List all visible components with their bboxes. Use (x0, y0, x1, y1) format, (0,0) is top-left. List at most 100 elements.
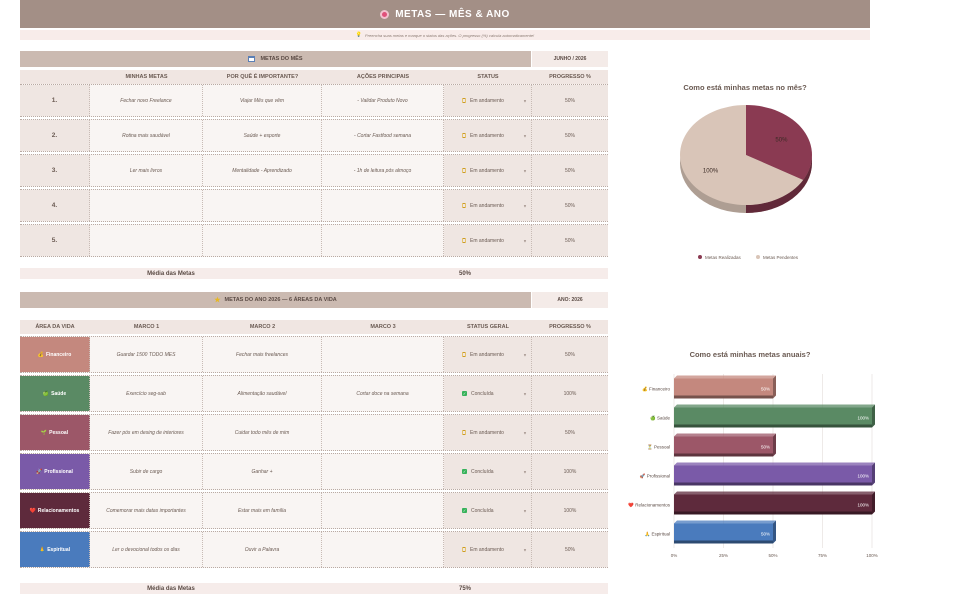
chevron-down-icon[interactable]: ▼ (523, 203, 527, 208)
area-emoji-icon: ❤️ (29, 507, 36, 514)
milestone-2-cell[interactable]: Fechar mais freelances (203, 337, 322, 372)
why-cell[interactable] (203, 190, 322, 221)
hourglass-icon (462, 547, 466, 552)
pie-depth-highlight (746, 155, 812, 213)
milestone-1-cell[interactable]: Fazer pós em desing de interiores (90, 415, 203, 450)
chevron-down-icon[interactable]: ▼ (523, 391, 527, 396)
monthly-pie-chart: 50% 100% Metas Realizadas Metas Pendentes (680, 105, 812, 260)
bar-top (674, 404, 875, 408)
x-tick-label: 100% (866, 553, 878, 558)
chevron-down-icon[interactable]: ▼ (523, 430, 527, 435)
milestone-2-cell[interactable]: Estar mais em família (203, 493, 322, 528)
milestone-3-cell[interactable]: Cortar doce na semana (322, 376, 444, 411)
goal-cell[interactable] (90, 225, 203, 256)
goal-cell[interactable]: Fechar novo Freelance (90, 85, 203, 116)
year-period: ANO: 2026 (532, 292, 608, 308)
life-area-label: Espiritual (47, 546, 71, 553)
chevron-down-icon[interactable]: ▼ (523, 133, 527, 138)
status-value: Concluída (471, 507, 494, 514)
month-column-headers: MINHAS METAS POR QUÊ É IMPORTANTE? AÇÕES… (20, 70, 608, 84)
milestone-3-cell[interactable] (322, 532, 444, 567)
milestone-1-cell[interactable]: Exercício seg-sab (90, 376, 203, 411)
milestone-3-cell[interactable] (322, 337, 444, 372)
status-value: Concluída (471, 390, 494, 397)
hourglass-icon (462, 168, 466, 173)
milestone-2-cell[interactable]: Cuidar todo mês de mim (203, 415, 322, 450)
chevron-down-icon[interactable]: ▼ (523, 168, 527, 173)
bar-value-label: 100% (857, 416, 869, 421)
hourglass-icon (462, 352, 466, 357)
month-section-header: METAS DO MÊS (20, 51, 531, 67)
status-select[interactable]: ✓ Concluída ▼ (444, 376, 532, 411)
status-select[interactable]: Em andamento ▼ (444, 532, 532, 567)
action-cell[interactable]: - Cortar Fastfood semana (322, 120, 444, 151)
life-area-label: Profissional (44, 468, 73, 475)
col-header-why: POR QUÊ É IMPORTANTE? (226, 74, 299, 80)
action-cell[interactable]: - 1h de leitura pós almoço (322, 155, 444, 186)
bar-shadow (674, 395, 773, 399)
chevron-down-icon[interactable]: ▼ (523, 352, 527, 357)
status-select[interactable]: Em andamento ▼ (444, 155, 532, 186)
status-select[interactable]: Em andamento ▼ (444, 225, 532, 256)
status-select[interactable]: Em andamento ▼ (444, 190, 532, 221)
year-section-header: ★ METAS DO ANO 2026 — 6 ÁREAS DA VIDA (20, 292, 531, 308)
hourglass-icon (462, 430, 466, 435)
why-cell[interactable]: Mentalidade - Aprendizado (203, 155, 322, 186)
col-header-actions: AÇÕES PRINCIPAIS (356, 74, 410, 80)
check-icon: ✓ (462, 508, 467, 513)
status-value: Em andamento (470, 97, 504, 104)
why-cell[interactable]: Saúde + esporte (203, 120, 322, 151)
pie-slice (680, 105, 804, 205)
goal-cell[interactable]: Ler mais livros (90, 155, 203, 186)
hourglass-icon (462, 203, 466, 208)
hourglass-icon (462, 238, 466, 243)
status-select[interactable]: Em andamento ▼ (444, 337, 532, 372)
star-icon: ★ (214, 297, 221, 304)
chevron-down-icon[interactable]: ▼ (523, 508, 527, 513)
milestone-1-cell[interactable]: Ler o devocional todos os dias (90, 532, 203, 567)
milestone-2-cell[interactable]: Ganhar + (203, 454, 322, 489)
bar-side (773, 520, 776, 544)
status-select[interactable]: ✓ Concluída ▼ (444, 493, 532, 528)
table-row: 5. Em andamento ▼ 50% (20, 224, 608, 257)
milestone-2-cell[interactable]: Ouvir a Palavra (203, 532, 322, 567)
bar-side (773, 375, 776, 399)
progress-value: 50% (532, 415, 608, 450)
milestone-3-cell[interactable] (322, 415, 444, 450)
action-cell[interactable]: - Validar Produto Novo (322, 85, 444, 116)
page-subtitle: Preencha suas metas e marque o status da… (365, 32, 535, 38)
chevron-down-icon[interactable]: ▼ (523, 98, 527, 103)
progress-value: 100% (532, 454, 608, 489)
goal-cell[interactable] (90, 190, 203, 221)
chevron-down-icon[interactable]: ▼ (523, 238, 527, 243)
year-average-row: Média das Metas 75% (20, 583, 608, 594)
status-select[interactable]: Em andamento ▼ (444, 120, 532, 151)
milestone-3-cell[interactable] (322, 493, 444, 528)
action-cell[interactable] (322, 225, 444, 256)
bar (674, 465, 872, 486)
chevron-down-icon[interactable]: ▼ (523, 547, 527, 552)
chevron-down-icon[interactable]: ▼ (523, 469, 527, 474)
milestone-3-cell[interactable] (322, 454, 444, 489)
bar-value-label: 50% (761, 387, 770, 392)
check-icon: ✓ (462, 469, 467, 474)
action-cell[interactable] (322, 190, 444, 221)
status-select[interactable]: Em andamento ▼ (444, 415, 532, 450)
area-emoji-icon: 🌱 (40, 429, 48, 436)
milestone-1-cell[interactable]: Comemorar mais datas importantes (90, 493, 203, 528)
milestone-2-cell[interactable]: Alimentação saudável (203, 376, 322, 411)
col-header-overall-status: STATUS GERAL (467, 324, 509, 330)
category-label: 🙏 Espiritual (645, 532, 670, 537)
status-select[interactable]: ✓ Concluída ▼ (444, 454, 532, 489)
bar-value-label: 50% (761, 532, 770, 537)
bar-side (872, 491, 875, 515)
check-icon: ✓ (462, 391, 467, 396)
goal-cell[interactable]: Rotina mais saudável (90, 120, 203, 151)
milestone-1-cell[interactable]: Subir de cargo (90, 454, 203, 489)
status-select[interactable]: Em andamento ▼ (444, 85, 532, 116)
why-cell[interactable]: Viajar Mês que vêm (203, 85, 322, 116)
status-value: Em andamento (470, 132, 504, 139)
why-cell[interactable] (203, 225, 322, 256)
pie-chart-title: Como está minhas metas no mês? (683, 83, 807, 92)
milestone-1-cell[interactable]: Guardar 1500 TODO MES (90, 337, 203, 372)
